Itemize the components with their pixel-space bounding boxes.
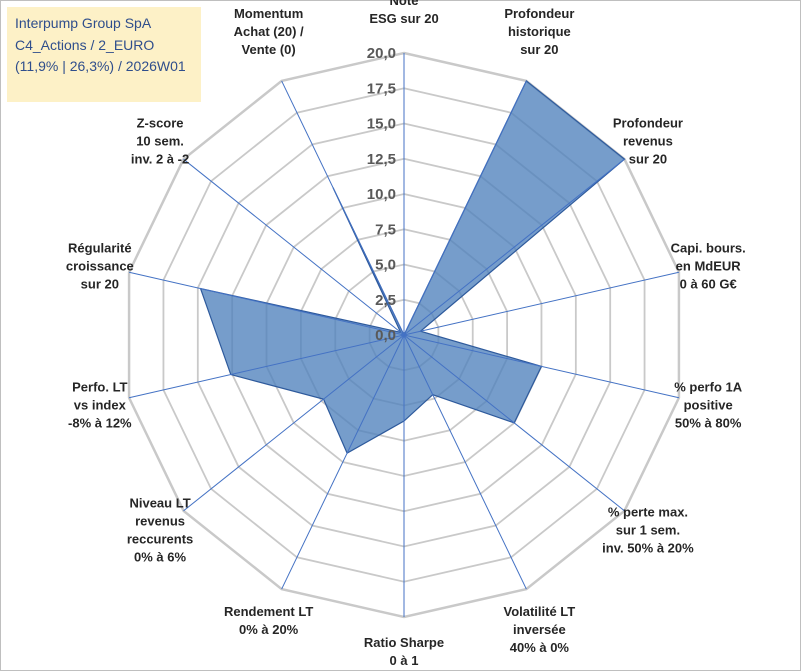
category-label-line: Profondeur	[613, 115, 683, 130]
category-label-line: Capi. bours.	[671, 241, 746, 256]
spoke-line	[403, 158, 625, 336]
spoke-line	[183, 334, 405, 512]
spoke-line	[403, 334, 680, 399]
category-label-line: revenus	[623, 133, 673, 148]
category-label-line: Achat (20) /	[234, 24, 304, 39]
spoke-line	[281, 334, 405, 590]
radial-tick-labels: 0,0 2,5 5,0 7,5 10,0 12,5 15,0 17,5 20,0	[367, 45, 396, 344]
category-label-line: croissance	[66, 259, 134, 274]
spoke-line	[403, 271, 680, 336]
category-label-line: 50% à 80%	[675, 415, 742, 430]
category-label-line: Z-score	[137, 115, 184, 130]
chart-title-box: Interpump Group SpA C4_Actions / 2_EURO …	[7, 7, 201, 102]
category-label-line: % perfo 1A	[674, 379, 743, 394]
spoke-line	[403, 334, 527, 590]
category-label-line: Ratio Sharpe	[364, 635, 444, 650]
title-line-company: Interpump Group SpA	[15, 15, 152, 31]
category-label-9: Rendement LT 0% à 20%	[224, 604, 313, 637]
category-label-line: 10 sem.	[136, 133, 184, 148]
category-label-line: 40% à 0%	[510, 640, 570, 655]
category-label-line: Momentum	[234, 6, 303, 21]
tick-label: 5,0	[375, 257, 396, 274]
category-label-line: Régularité	[68, 241, 132, 256]
category-label-line: historique	[508, 24, 571, 39]
tick-label: 0,0	[375, 327, 396, 344]
category-label-12: Régularité croissance sur 20	[66, 241, 134, 292]
category-label-line: revenus	[135, 514, 185, 529]
spoke-line	[281, 80, 405, 336]
category-label-line: ESG sur 20	[369, 11, 438, 26]
category-label-7: Volatilité LT inversée 40% à 0%	[503, 604, 575, 655]
category-label-4: Capi. bours. en MdEUR 0 à 60 G€	[671, 241, 746, 292]
category-label-line: Rendement LT	[224, 604, 313, 619]
category-label-line: 0% à 6%	[134, 550, 186, 565]
title-line-segment: C4_Actions / 2_EURO	[15, 36, 155, 53]
tick-label: 10,0	[367, 186, 396, 203]
tick-label: 2,5	[375, 292, 396, 309]
category-label-line: -8% à 12%	[68, 415, 132, 430]
category-label-line: Perfo. LT	[72, 379, 127, 394]
spoke-line	[183, 158, 405, 336]
category-label-line: en MdEUR	[676, 259, 742, 274]
category-label-11: Perfo. LT vs index -8% à 12%	[68, 379, 132, 430]
tick-label: 15,0	[367, 116, 396, 133]
radar-series	[128, 53, 680, 617]
tick-label: 20,0	[367, 45, 396, 62]
category-label-line: positive	[684, 397, 733, 412]
category-label-line: vs index	[74, 397, 127, 412]
category-label-14: Momentum Achat (20) / Vente (0)	[234, 6, 304, 57]
category-label-line: inv. 50% à 20%	[602, 541, 694, 556]
category-label-1: Note ESG sur 20	[369, 0, 438, 26]
spoke-line	[128, 271, 405, 336]
tick-label: 17,5	[367, 80, 396, 97]
tick-label: 12,5	[367, 151, 396, 168]
category-label-line: Note	[390, 0, 419, 8]
category-label-line: sur 20	[629, 151, 667, 166]
category-label-line: 0% à 20%	[239, 622, 299, 637]
title-line-stats: (11,9% | 26,3%) / 2026W01	[15, 58, 186, 74]
spoke-line	[403, 80, 527, 336]
category-label-10: Niveau LT revenus reccurents 0% à 6%	[127, 496, 193, 565]
category-label-line: inv. 2 à -2	[131, 151, 189, 166]
category-label-line: Niveau LT	[129, 496, 190, 511]
category-label-line: 0 à 60 G€	[680, 277, 737, 292]
category-label-2: Profondeur historique sur 20	[504, 6, 574, 57]
category-label-line: sur 1 sem.	[616, 523, 680, 538]
category-label-line: 0 à 1	[390, 653, 419, 668]
category-label-line: Vente (0)	[242, 42, 296, 57]
spoke-line	[128, 334, 405, 399]
category-label-5: % perfo 1A positive 50% à 80%	[674, 379, 743, 430]
category-label-line: sur 20	[81, 277, 119, 292]
category-label-line: reccurents	[127, 532, 193, 547]
category-label-line: % perte max.	[608, 505, 688, 520]
category-label-3: Profondeur revenus sur 20	[613, 115, 683, 166]
category-label-line: Profondeur	[504, 6, 574, 21]
category-label-13: Z-score 10 sem. inv. 2 à -2	[131, 115, 189, 166]
spoke-line	[403, 334, 625, 512]
tick-label: 7,5	[375, 221, 396, 238]
category-label-line: Volatilité LT	[503, 604, 575, 619]
category-labels: Note ESG sur 20 Profondeur historique sur 20…	[66, 0, 746, 668]
category-label-8: Ratio Sharpe 0 à 1	[364, 635, 444, 668]
category-label-line: inversée	[513, 622, 566, 637]
category-label-6: % perte max. sur 1 sem. inv. 50% à 20%	[602, 505, 694, 556]
category-label-line: sur 20	[520, 42, 558, 57]
